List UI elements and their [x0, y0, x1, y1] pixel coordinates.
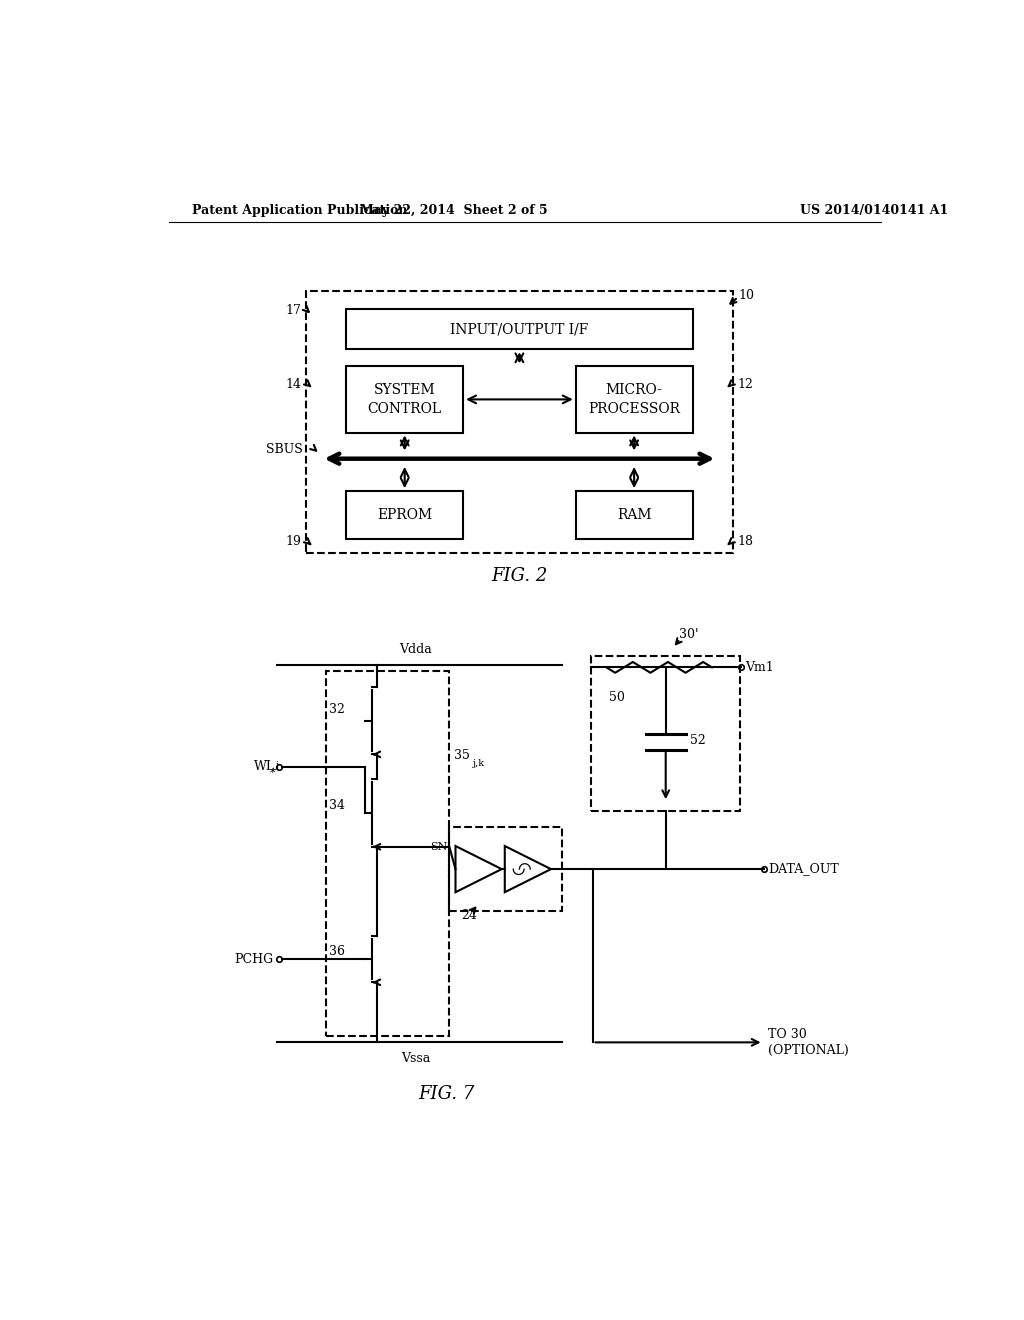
Text: EPROM: EPROM	[377, 508, 432, 521]
Text: Vdda: Vdda	[399, 643, 432, 656]
Text: 17: 17	[286, 304, 301, 317]
Text: j,k: j,k	[472, 759, 484, 768]
Text: 36: 36	[330, 945, 345, 958]
Text: SN: SN	[430, 842, 447, 851]
Text: *: *	[269, 768, 275, 777]
Text: Vssa: Vssa	[400, 1052, 430, 1065]
Text: SYSTEM
CONTROL: SYSTEM CONTROL	[368, 383, 441, 416]
Text: May 22, 2014  Sheet 2 of 5: May 22, 2014 Sheet 2 of 5	[360, 205, 548, 218]
Text: DATA_OUT: DATA_OUT	[768, 862, 839, 875]
Text: 30': 30'	[679, 628, 698, 640]
Text: j: j	[276, 762, 280, 771]
Text: US 2014/0140141 A1: US 2014/0140141 A1	[801, 205, 948, 218]
Text: TO 30
(OPTIONAL): TO 30 (OPTIONAL)	[768, 1028, 849, 1057]
Text: 32: 32	[330, 704, 345, 717]
Text: INPUT/OUTPUT I/F: INPUT/OUTPUT I/F	[451, 322, 589, 337]
Text: 14: 14	[286, 378, 301, 391]
Text: 52: 52	[689, 734, 706, 747]
Text: MICRO-
PROCESSOR: MICRO- PROCESSOR	[588, 383, 680, 416]
Text: Vm1: Vm1	[745, 661, 774, 675]
Text: 18: 18	[737, 536, 754, 548]
Text: FIG. 2: FIG. 2	[492, 566, 548, 585]
Text: PCHG: PCHG	[234, 953, 273, 966]
Text: 19: 19	[286, 536, 301, 548]
Text: 12: 12	[737, 378, 754, 391]
Text: Patent Application Publication: Patent Application Publication	[193, 205, 408, 218]
Text: 35: 35	[454, 750, 470, 763]
Text: RAM: RAM	[616, 508, 651, 521]
Text: WL: WL	[254, 760, 275, 774]
Text: 50: 50	[609, 690, 626, 704]
Text: SBUS: SBUS	[266, 444, 303, 455]
Text: FIG. 7: FIG. 7	[418, 1085, 474, 1104]
Text: 24: 24	[462, 908, 477, 921]
Text: 34: 34	[330, 799, 345, 812]
Text: 10: 10	[739, 289, 755, 302]
